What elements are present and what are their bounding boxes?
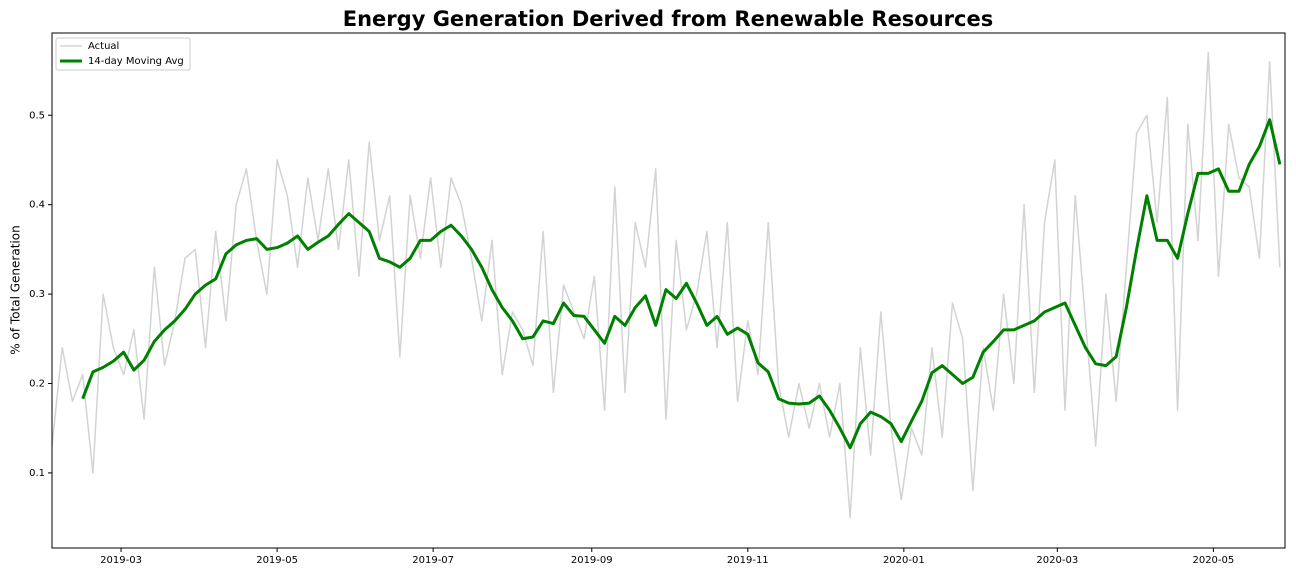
- y-tick-label: 0.2: [29, 378, 45, 389]
- plot: [52, 51, 1282, 519]
- y-tick-label: 0.1: [29, 468, 45, 479]
- x-tick-label: 2019-05: [256, 555, 298, 566]
- y-tick-label: 0.5: [29, 110, 45, 121]
- legend-label: Actual: [88, 41, 119, 52]
- legend-box: [55, 37, 191, 71]
- y-tick-label: 0.3: [29, 289, 45, 300]
- x-tick-label: 2020-01: [883, 555, 925, 566]
- x-tick-label: 2020-05: [1192, 555, 1234, 566]
- x-tick-label: 2020-03: [1036, 555, 1078, 566]
- plot-frame: [51, 32, 1286, 549]
- x-tick-label: 2019-09: [571, 555, 613, 566]
- chart-title: Energy Generation Derived from Renewable…: [343, 7, 993, 31]
- x-tick-label: 2019-03: [100, 555, 142, 566]
- y-tick-label: 0.4: [29, 200, 45, 211]
- series-line: [52, 51, 1281, 519]
- x-tick-label: 2019-07: [412, 555, 454, 566]
- series-line: [81, 118, 1282, 450]
- legend-label: 14-day Moving Avg: [88, 56, 184, 67]
- x-tick-label: 2019-11: [727, 555, 769, 566]
- y-axis-label: % of Total Generation: [9, 225, 23, 354]
